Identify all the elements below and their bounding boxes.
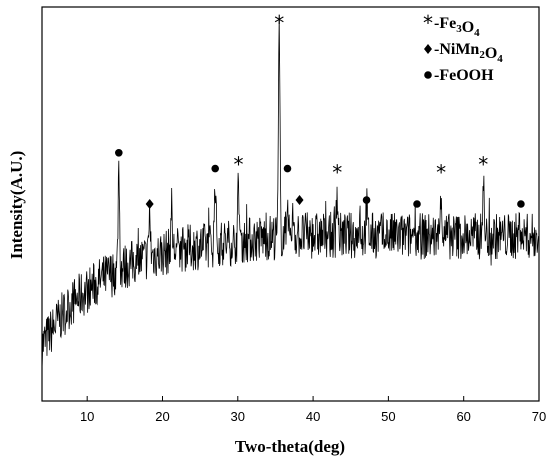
star-marker-icon: * [234, 153, 244, 177]
peak-markers: * * * * * [115, 11, 525, 209]
x-tick-label: 20 [155, 409, 169, 424]
legend-entry: -NiMn2O4 [434, 41, 503, 65]
circle-marker-icon [115, 148, 123, 157]
diamond-marker-icon [295, 195, 304, 206]
circle-marker-icon [362, 196, 371, 204]
legend-star-icon: * [423, 11, 433, 35]
x-axis-title: Two-theta(deg) [235, 437, 345, 456]
x-tick-label: 50 [381, 409, 395, 424]
circle-marker-icon [517, 200, 525, 208]
legend-circle-icon [424, 71, 432, 79]
y-axis-title: Intensity(A.U.) [7, 151, 26, 260]
x-tick-label: 60 [456, 409, 470, 424]
legend-diamond-icon [424, 44, 432, 54]
legend: * -Fe3O4-NiMn2O4 -FeOOH [423, 11, 503, 84]
circle-marker-icon [283, 164, 292, 173]
diamond-marker-icon [145, 199, 154, 209]
x-tick-label: 70 [532, 409, 546, 424]
diffraction-trace [41, 17, 539, 370]
legend-entry: -FeOOH [434, 67, 494, 84]
x-tick-label: 30 [231, 409, 245, 424]
star-marker-icon: * [332, 160, 342, 184]
circle-marker-icon [413, 200, 421, 208]
star-marker-icon: * [274, 11, 284, 35]
star-marker-icon: * [436, 160, 446, 184]
plot-frame [41, 6, 540, 402]
legend-entry: -Fe3O4 [434, 15, 480, 39]
x-tick-label: 40 [306, 409, 320, 424]
x-tick-label: 10 [80, 409, 94, 424]
circle-marker-icon [211, 164, 219, 173]
star-marker-icon: * [478, 153, 488, 177]
x-axis-ticks: 10 20 30 40 50 60 70 [80, 396, 546, 424]
